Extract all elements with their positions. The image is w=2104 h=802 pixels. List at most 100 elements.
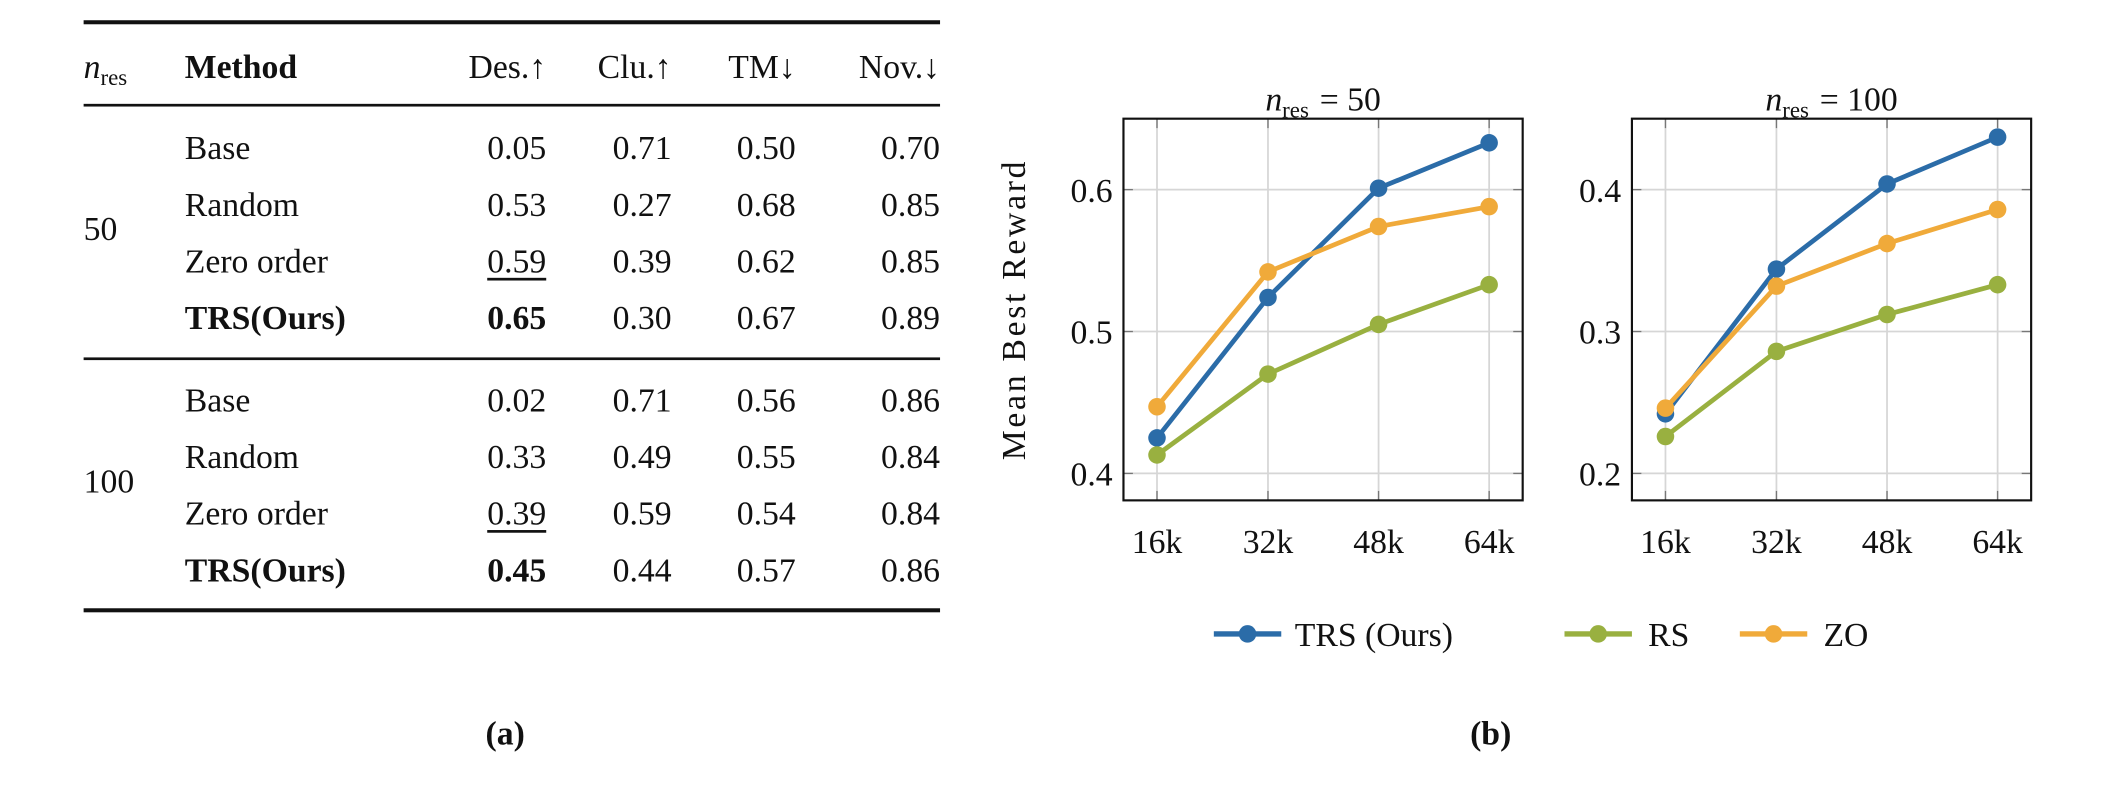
bottom-rule [83,608,941,612]
title-rhs: = 100 [1820,82,1898,119]
table-cell: 0.86 [881,552,941,590]
title-var: n [1765,82,1782,119]
row-method: Random [184,439,300,477]
table-cell: 0.71 [612,130,672,168]
table-cell-wrap: 0.68 [688,186,796,226]
table-cell: 0.57 [736,552,796,590]
table-cell-wrap: 0.65 [438,299,546,339]
table-cell: 0.56 [736,383,796,420]
data-point [1878,305,1896,324]
table-cell-wrap: 0.05 [438,129,546,169]
table-cell-wrap: 0.45 [438,552,546,592]
table-cell-wrap: 0.39 [438,495,546,535]
table-cell-wrap: 0.49 [564,438,672,478]
table-cell-wrap: 0.53 [438,186,546,226]
table-cell: 0.65 [487,300,547,338]
table-cell: 0.84 [881,439,941,477]
x-tick-label: 32k [1243,524,1294,561]
table-cell-wrap: 0.56 [688,382,796,422]
title-rhs: = 50 [1320,82,1381,119]
data-point [1767,342,1786,361]
table-cell-wrap: 0.57 [688,552,796,592]
data-point [1656,399,1675,417]
row-method: Random [184,187,300,224]
legend-marker [1238,625,1257,643]
table-cell: 0.30 [612,300,672,338]
x-tick-label: 64k [1464,524,1515,561]
header-des: Des.↑ [468,49,547,87]
table-cell: 0.70 [881,130,941,168]
table-cell-wrap: 0.50 [688,129,796,169]
title-sub: res [1282,97,1309,122]
table-cell: 0.85 [881,187,941,224]
legend-marker [1589,625,1607,643]
series-line-rs [1664,282,1999,439]
row-method: Base [184,383,251,420]
table-cell: 0.39 [612,244,672,281]
row-method: Base [184,130,251,168]
title-sub: res [1782,97,1809,122]
data-point [1767,277,1786,295]
table-cell: 0.50 [736,130,796,168]
table-cell: 0.54 [736,496,796,533]
data-point [1259,365,1277,383]
y-axis-label: Mean Best Reward [996,159,1033,460]
table-cell-wrap: 0.27 [564,186,672,226]
table-cell-wrap: 0.59 [438,243,546,283]
data-point [1148,446,1166,464]
table-cell: 0.68 [736,187,796,224]
chart-title: nres = 100 [1765,82,1897,123]
table-cell: 0.62 [736,244,796,281]
data-point [1878,175,1896,193]
table-cell-wrap: 0.71 [564,129,672,169]
x-tick-label: 48k [1353,524,1404,561]
table-cell: 0.27 [612,187,672,224]
table-cell-wrap: 0.62 [688,243,796,283]
data-point [1369,315,1388,334]
table-cell-wrap: 0.84 [832,495,940,535]
data-point [1988,275,2007,294]
table-cell-wrap: 0.85 [832,243,940,283]
series-line-trs-ours- [1155,140,1491,440]
plot-frame [1122,117,1524,502]
y-tick-label: 0.6 [1071,173,1113,210]
data-point [1767,260,1786,278]
table-cell-wrap: 0.86 [832,552,940,592]
data-point [1148,429,1166,447]
table-cell-wrap: 0.30 [564,299,672,339]
plot-frame [1630,117,2033,502]
table-cell-wrap: 0.67 [688,299,796,339]
data-point [1656,427,1675,446]
header-rule [83,103,941,106]
row-method: TRS(Ours) [184,300,346,338]
header-n-res: nres [84,49,128,89]
header-tm: TM↓ [728,49,796,87]
series-line-zo [1663,207,1999,410]
table-cell: 0.59 [612,496,672,533]
title-var: n [1265,82,1282,119]
data-point [1480,275,1498,294]
table-cell-wrap: 0.02 [438,382,546,422]
group-rule [83,357,941,360]
table-cell-wrap: 0.39 [564,243,672,283]
x-tick-label: 32k [1751,524,1802,561]
top-rule [83,20,941,24]
header-clu: Clu.↑ [597,49,672,87]
y-tick-label: 0.3 [1579,315,1621,352]
table-cell: 0.02 [487,383,547,420]
data-point [1480,197,1498,216]
table-cell: 0.59 [487,244,547,281]
table-cell-wrap: 0.70 [832,129,940,169]
legend-label: ZO [1823,617,1868,654]
chart-0: 16k 32k 48k 64k 0.4 0.5 0.6 nres = 50 Mean Best R… [996,82,1524,561]
data-point [1259,263,1277,281]
legend: TRS (Ours) RS ZO [1213,617,1868,654]
header-method: Method [184,49,298,87]
series-line-zo [1155,204,1490,409]
table-cell-wrap: 0.44 [564,552,672,592]
row-method: TRS(Ours) [184,552,346,590]
data-point [1148,397,1166,416]
y-tick-label: 0.4 [1071,457,1113,494]
legend-label: TRS (Ours) [1295,617,1453,654]
